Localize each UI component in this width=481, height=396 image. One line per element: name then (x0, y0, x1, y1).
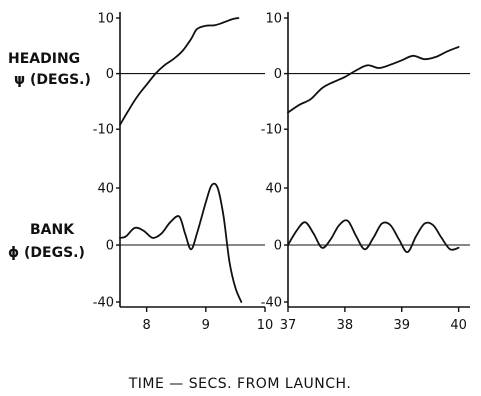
heading-left-series-line (119, 17, 240, 126)
panel-heading-left: 10 0 -10 (93, 12, 265, 138)
heading-right-ytick-label: 10 (265, 12, 282, 27)
bank-left-xtick-label: 8 (142, 318, 150, 333)
heading-right-ytick-label: 0 (274, 67, 282, 82)
bank-left-ytick-label: 0 (106, 239, 114, 254)
bank-label-line1: BANK (30, 222, 75, 238)
bank-left-ytick-label: -40 (93, 296, 114, 311)
bank-right-xtick-label: 39 (393, 318, 410, 333)
heading-label-line2: ψ (DEGS.) (14, 72, 91, 88)
chart-panels: 10 0 -10 10 0 -10 40 0 -40 8 9 10 40 0 -40 37 38 39 40 (93, 12, 470, 334)
bank-label-line2: ϕ (DEGS.) (8, 245, 85, 261)
heading-left-ytick-label: -10 (93, 123, 114, 138)
panel-bank-right: 40 0 -40 37 38 39 40 (261, 182, 470, 333)
heading-left-ytick-label: 10 (97, 12, 114, 27)
bank-right-ytick-label: 40 (265, 182, 282, 197)
bank-right-xtick-label: 38 (337, 318, 354, 333)
panel-bank-left: 40 0 -40 8 9 10 (93, 182, 274, 334)
bank-right-ytick-label: -40 (261, 296, 282, 311)
x-axis-title: TIME — SECS. FROM LAUNCH. (128, 376, 352, 392)
bank-left-xtick-label: 10 (257, 318, 274, 333)
heading-right-series-line (287, 46, 460, 114)
heading-label-line1: HEADING (8, 51, 80, 67)
heading-right-ytick-label: -10 (261, 123, 282, 138)
heading-left-ytick-label: 0 (106, 67, 114, 82)
panel-heading-right: 10 0 -10 (261, 12, 470, 138)
bank-left-xtick-label: 9 (202, 318, 210, 333)
bank-right-series-line (287, 219, 460, 253)
bank-right-xtick-label: 37 (280, 318, 297, 333)
bank-left-ytick-label: 40 (97, 182, 114, 197)
bank-right-ytick-label: 0 (274, 239, 282, 254)
bank-right-xtick-label: 40 (450, 318, 467, 333)
bank-left-series-line (119, 182, 243, 303)
